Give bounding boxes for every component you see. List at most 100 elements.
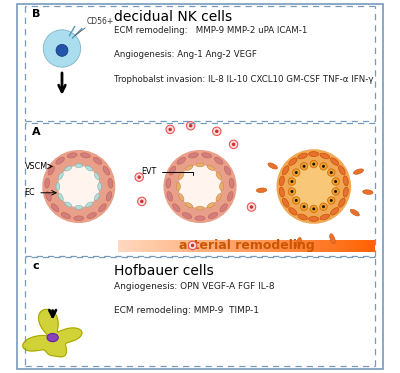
Bar (231, 240, 232, 252)
Text: ECM remodeling: MMP-9  TIMP-1: ECM remodeling: MMP-9 TIMP-1 (114, 306, 259, 315)
Bar (360, 240, 361, 252)
Bar (202, 240, 203, 252)
Bar (239, 240, 240, 252)
Ellipse shape (179, 194, 184, 201)
Ellipse shape (354, 169, 364, 174)
Bar (256, 240, 257, 252)
Bar (174, 240, 176, 252)
Bar (296, 240, 297, 252)
Bar (321, 240, 322, 252)
Circle shape (250, 205, 253, 209)
Bar (319, 240, 320, 252)
Bar (260, 240, 261, 252)
Bar (351, 240, 352, 252)
Bar (167, 240, 168, 252)
Circle shape (332, 178, 339, 185)
Bar (122, 240, 123, 252)
Bar (267, 240, 268, 252)
Bar (229, 240, 230, 252)
Bar (266, 240, 267, 252)
Text: Hofbauer cells: Hofbauer cells (114, 264, 214, 278)
Ellipse shape (56, 182, 60, 191)
Text: VSCM: VSCM (25, 162, 52, 171)
Bar (301, 240, 302, 252)
Bar (338, 240, 339, 252)
Ellipse shape (74, 216, 84, 221)
Bar (151, 240, 153, 252)
Bar (159, 240, 160, 252)
Ellipse shape (58, 193, 63, 201)
Bar (268, 240, 270, 252)
Bar (336, 240, 337, 252)
Ellipse shape (45, 178, 50, 188)
Ellipse shape (106, 192, 112, 201)
Circle shape (288, 178, 296, 185)
Ellipse shape (56, 157, 64, 164)
Ellipse shape (279, 176, 284, 186)
Ellipse shape (176, 182, 180, 191)
Bar (140, 240, 141, 252)
Ellipse shape (80, 153, 90, 158)
Bar (310, 240, 311, 252)
Bar (329, 240, 330, 252)
Bar (145, 240, 146, 252)
Bar (227, 240, 229, 252)
Bar (357, 240, 358, 252)
Bar (279, 240, 280, 252)
Ellipse shape (99, 204, 106, 212)
Bar (343, 240, 344, 252)
Bar (272, 240, 274, 252)
Ellipse shape (228, 192, 233, 201)
Text: EC: EC (25, 188, 56, 197)
Bar (334, 240, 336, 252)
Bar (294, 240, 296, 252)
Ellipse shape (86, 166, 93, 171)
Circle shape (188, 241, 197, 250)
Bar (370, 240, 372, 252)
Circle shape (178, 165, 222, 208)
Bar (135, 240, 136, 252)
Bar (368, 240, 369, 252)
Ellipse shape (61, 213, 70, 219)
Bar (315, 240, 316, 252)
Bar (224, 240, 225, 252)
Bar (158, 240, 159, 252)
Bar (163, 240, 164, 252)
Bar (281, 240, 283, 252)
Bar (230, 240, 231, 252)
Text: c: c (32, 261, 39, 271)
Bar (243, 240, 244, 252)
Ellipse shape (330, 208, 339, 215)
Bar (333, 240, 334, 252)
Ellipse shape (296, 237, 301, 248)
Circle shape (247, 203, 256, 211)
Circle shape (312, 207, 315, 210)
Bar (290, 240, 292, 252)
Circle shape (229, 140, 238, 148)
Circle shape (300, 163, 308, 170)
Ellipse shape (48, 166, 54, 175)
Circle shape (330, 199, 333, 202)
Circle shape (168, 128, 172, 131)
Bar (274, 240, 275, 252)
Bar (206, 240, 207, 252)
Bar (196, 240, 198, 252)
Circle shape (212, 127, 221, 135)
Ellipse shape (214, 157, 223, 164)
Bar (242, 240, 243, 252)
Circle shape (138, 197, 146, 206)
Bar (252, 240, 253, 252)
Bar (128, 240, 130, 252)
Bar (212, 240, 213, 252)
Bar (144, 240, 145, 252)
Text: A: A (32, 127, 41, 137)
Ellipse shape (87, 213, 96, 219)
Bar (132, 240, 133, 252)
Bar (216, 240, 217, 252)
Ellipse shape (75, 164, 83, 167)
Ellipse shape (229, 178, 234, 188)
Ellipse shape (350, 209, 359, 216)
Ellipse shape (338, 198, 345, 207)
Bar (361, 240, 362, 252)
Bar (209, 240, 210, 252)
